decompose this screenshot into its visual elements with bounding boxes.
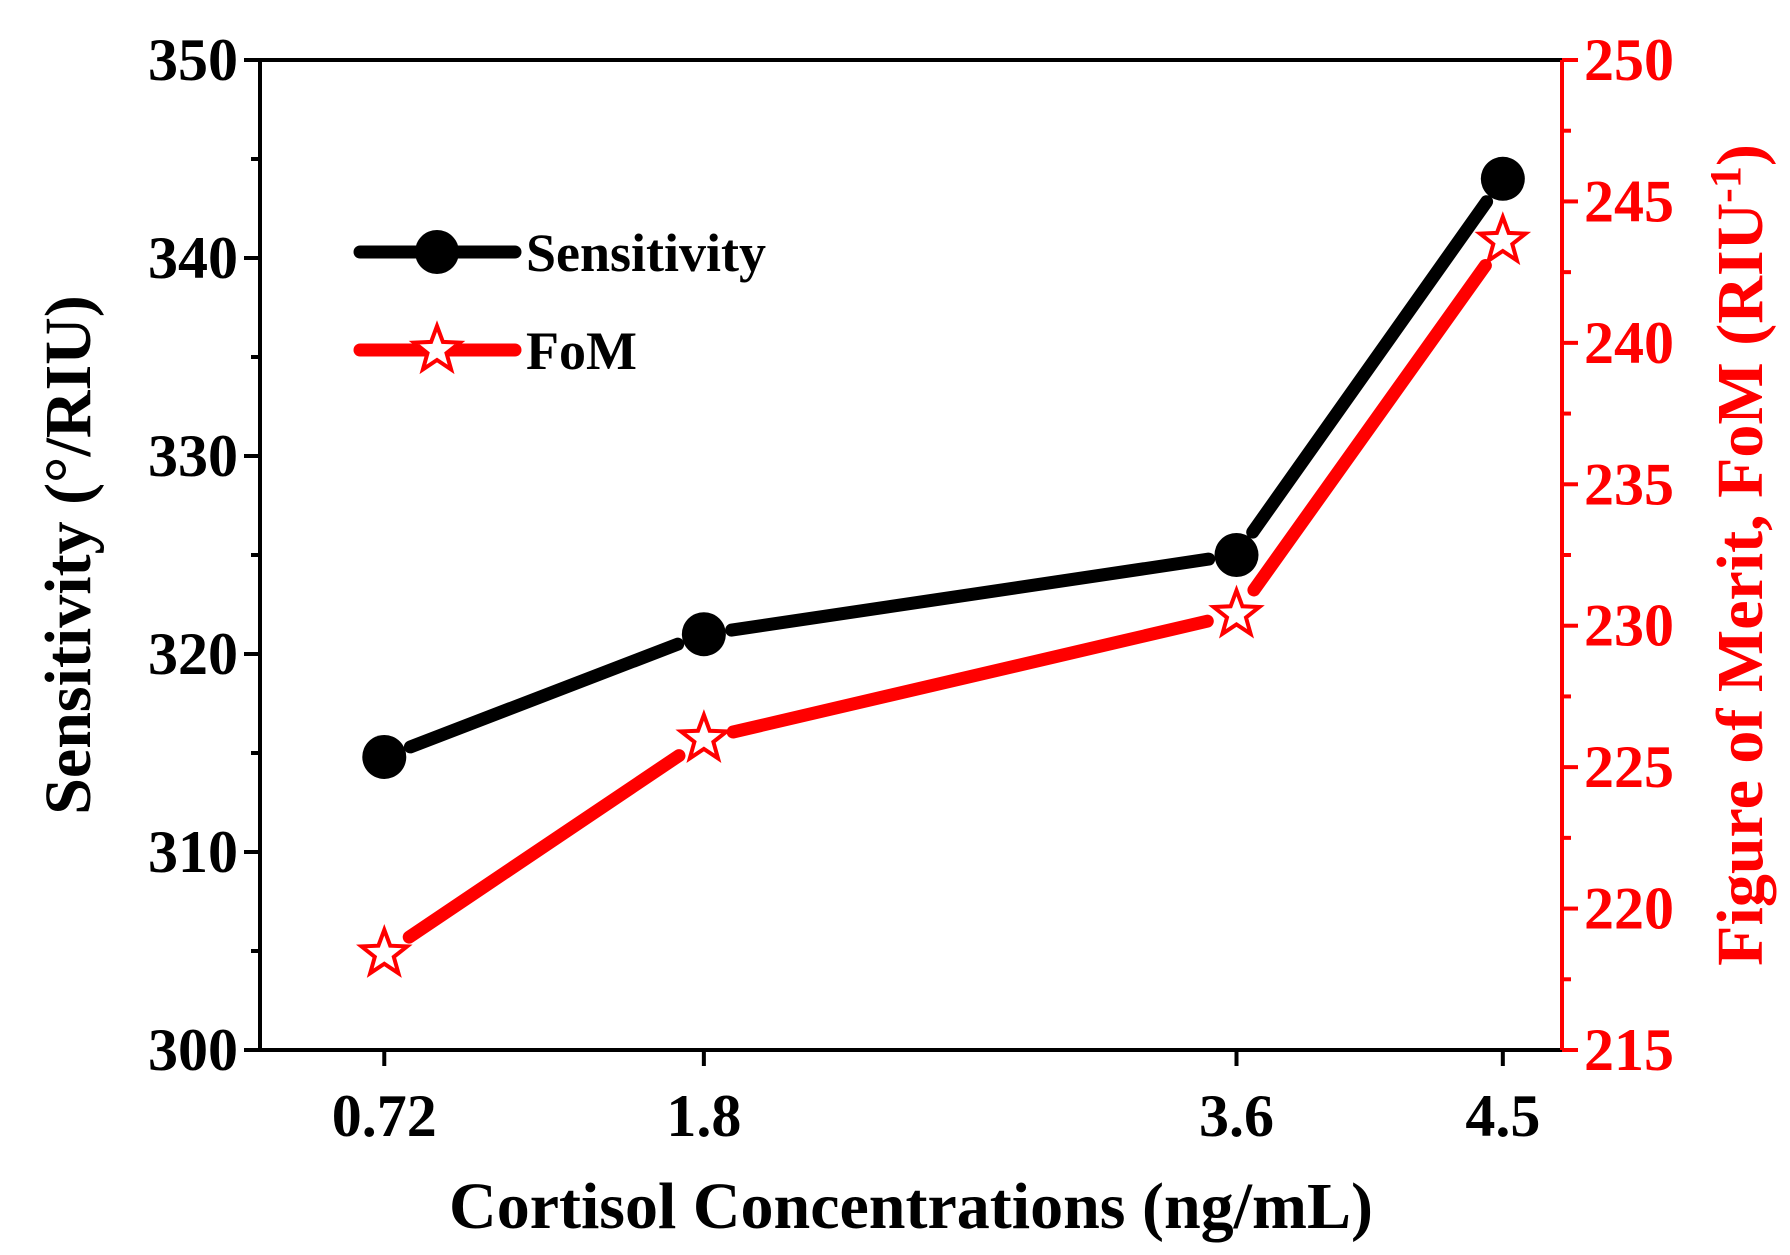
left-tick-label: 320: [148, 621, 238, 687]
series-sensitivity-point: [1480, 156, 1525, 201]
series-sensitivity-point: [681, 612, 726, 657]
right-tick-label: 220: [1584, 876, 1674, 942]
right-tick-label: 235: [1584, 451, 1674, 517]
legend-sensitivity-marker: [415, 230, 459, 274]
right-tick-label: 215: [1584, 1017, 1674, 1083]
legend: Sensitivity FoM: [353, 223, 766, 381]
series-sensitivity-segment: [725, 552, 1216, 637]
right-tick-label: 245: [1584, 168, 1674, 234]
series-fom-point: [356, 924, 413, 978]
right-tick-label: 230: [1584, 593, 1674, 659]
left-tick-group: 300 310 320 330 340 350: [148, 27, 260, 1083]
left-tick-label: 300: [148, 1017, 238, 1083]
series-sensitivity-point: [362, 734, 407, 779]
right-axis-title: Figure of Merit, FoM (RIU-1): [1701, 144, 1777, 966]
left-axis-title: Sensitivity (°/RIU): [32, 295, 105, 815]
right-tick-label: 240: [1584, 310, 1674, 376]
legend-item-sensitivity: Sensitivity: [353, 223, 766, 283]
x-tick-label: 3.6: [1199, 1083, 1274, 1149]
left-tick-label: 350: [148, 27, 238, 93]
right-tick-group: 215 220 225 230 235 240 245 250: [1562, 27, 1674, 1083]
right-axis-title-close: ): [1704, 144, 1777, 166]
x-tick-label: 1.8: [666, 1083, 741, 1149]
x-tick-label: 0.72: [332, 1083, 437, 1149]
series-sensitivity-segment: [1246, 195, 1494, 539]
left-tick-label: 340: [148, 225, 238, 291]
x-tick-label: 4.5: [1465, 1083, 1540, 1149]
legend-item-fom: FoM: [353, 320, 637, 381]
right-axis-title-sup: -1: [1701, 166, 1750, 203]
series-sensitivity-point: [1214, 533, 1259, 577]
right-tick-label: 225: [1584, 734, 1674, 800]
series-fom-point: [675, 709, 733, 763]
right-tick-label: 250: [1584, 27, 1674, 93]
left-tick-label: 330: [148, 423, 238, 489]
series-fom-segment: [1247, 259, 1492, 597]
legend-sensitivity-label: Sensitivity: [526, 223, 766, 283]
series-fom-point: [1208, 584, 1265, 639]
legend-fom-label: FoM: [526, 321, 637, 381]
series-fom-segment: [402, 749, 686, 944]
series-fom-point: [1474, 211, 1532, 266]
left-tick-label: 310: [148, 819, 238, 885]
x-tick-group: 0.72 1.8 3.6 4.5: [332, 1050, 1540, 1149]
x-axis-title: Cortisol Concentrations (ng/mL): [449, 1170, 1373, 1243]
series-fom-segment: [726, 614, 1214, 739]
series-layer: [356, 156, 1532, 978]
legend-fom-marker: [408, 320, 466, 375]
right-axis-title-main: Figure of Merit, FoM (RIU: [1704, 203, 1777, 966]
series-sensitivity-segment: [403, 637, 685, 754]
